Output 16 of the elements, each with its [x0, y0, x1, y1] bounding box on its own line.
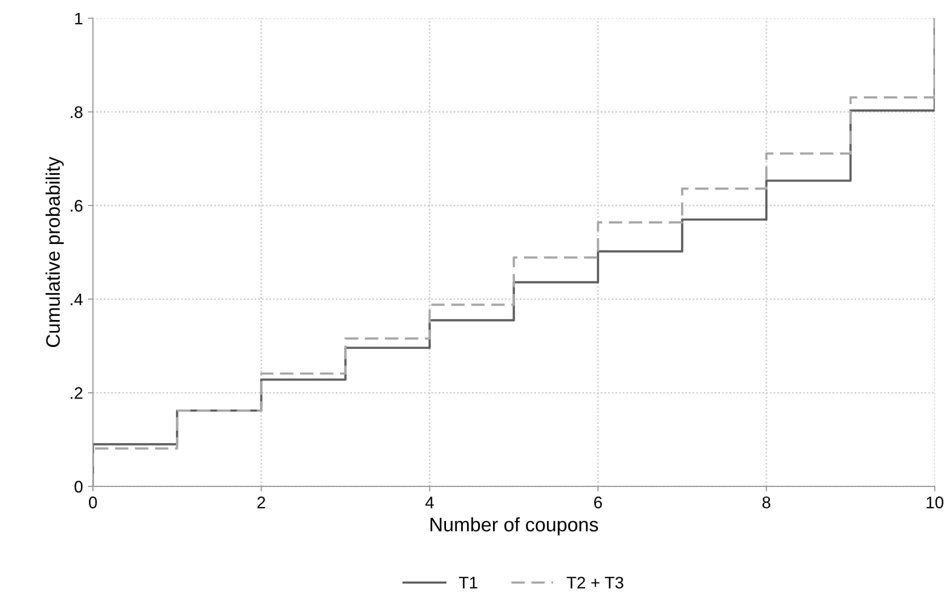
x-tick-label: 8: [762, 496, 770, 508]
y-tick-label: 0: [74, 480, 83, 493]
y-axis-title: Cumulative probability: [46, 156, 64, 347]
y-tick-label: .2: [70, 387, 82, 399]
y-tick-label: .4: [70, 294, 83, 306]
x-axis-title: Number of coupons: [430, 517, 598, 536]
x-tick-label: 4: [425, 496, 434, 508]
y-tick-label: .6: [70, 200, 82, 212]
legend-label: T2 + T3: [566, 576, 624, 589]
y-tick-label: .8: [70, 106, 82, 118]
x-tick-label: 10: [926, 496, 944, 508]
legend-label: T1: [459, 576, 478, 588]
x-tick-label: 6: [594, 496, 602, 508]
x-tick-label: 2: [257, 496, 266, 508]
x-tick-label: 0: [88, 496, 97, 508]
y-tick-label: 1: [75, 12, 82, 24]
